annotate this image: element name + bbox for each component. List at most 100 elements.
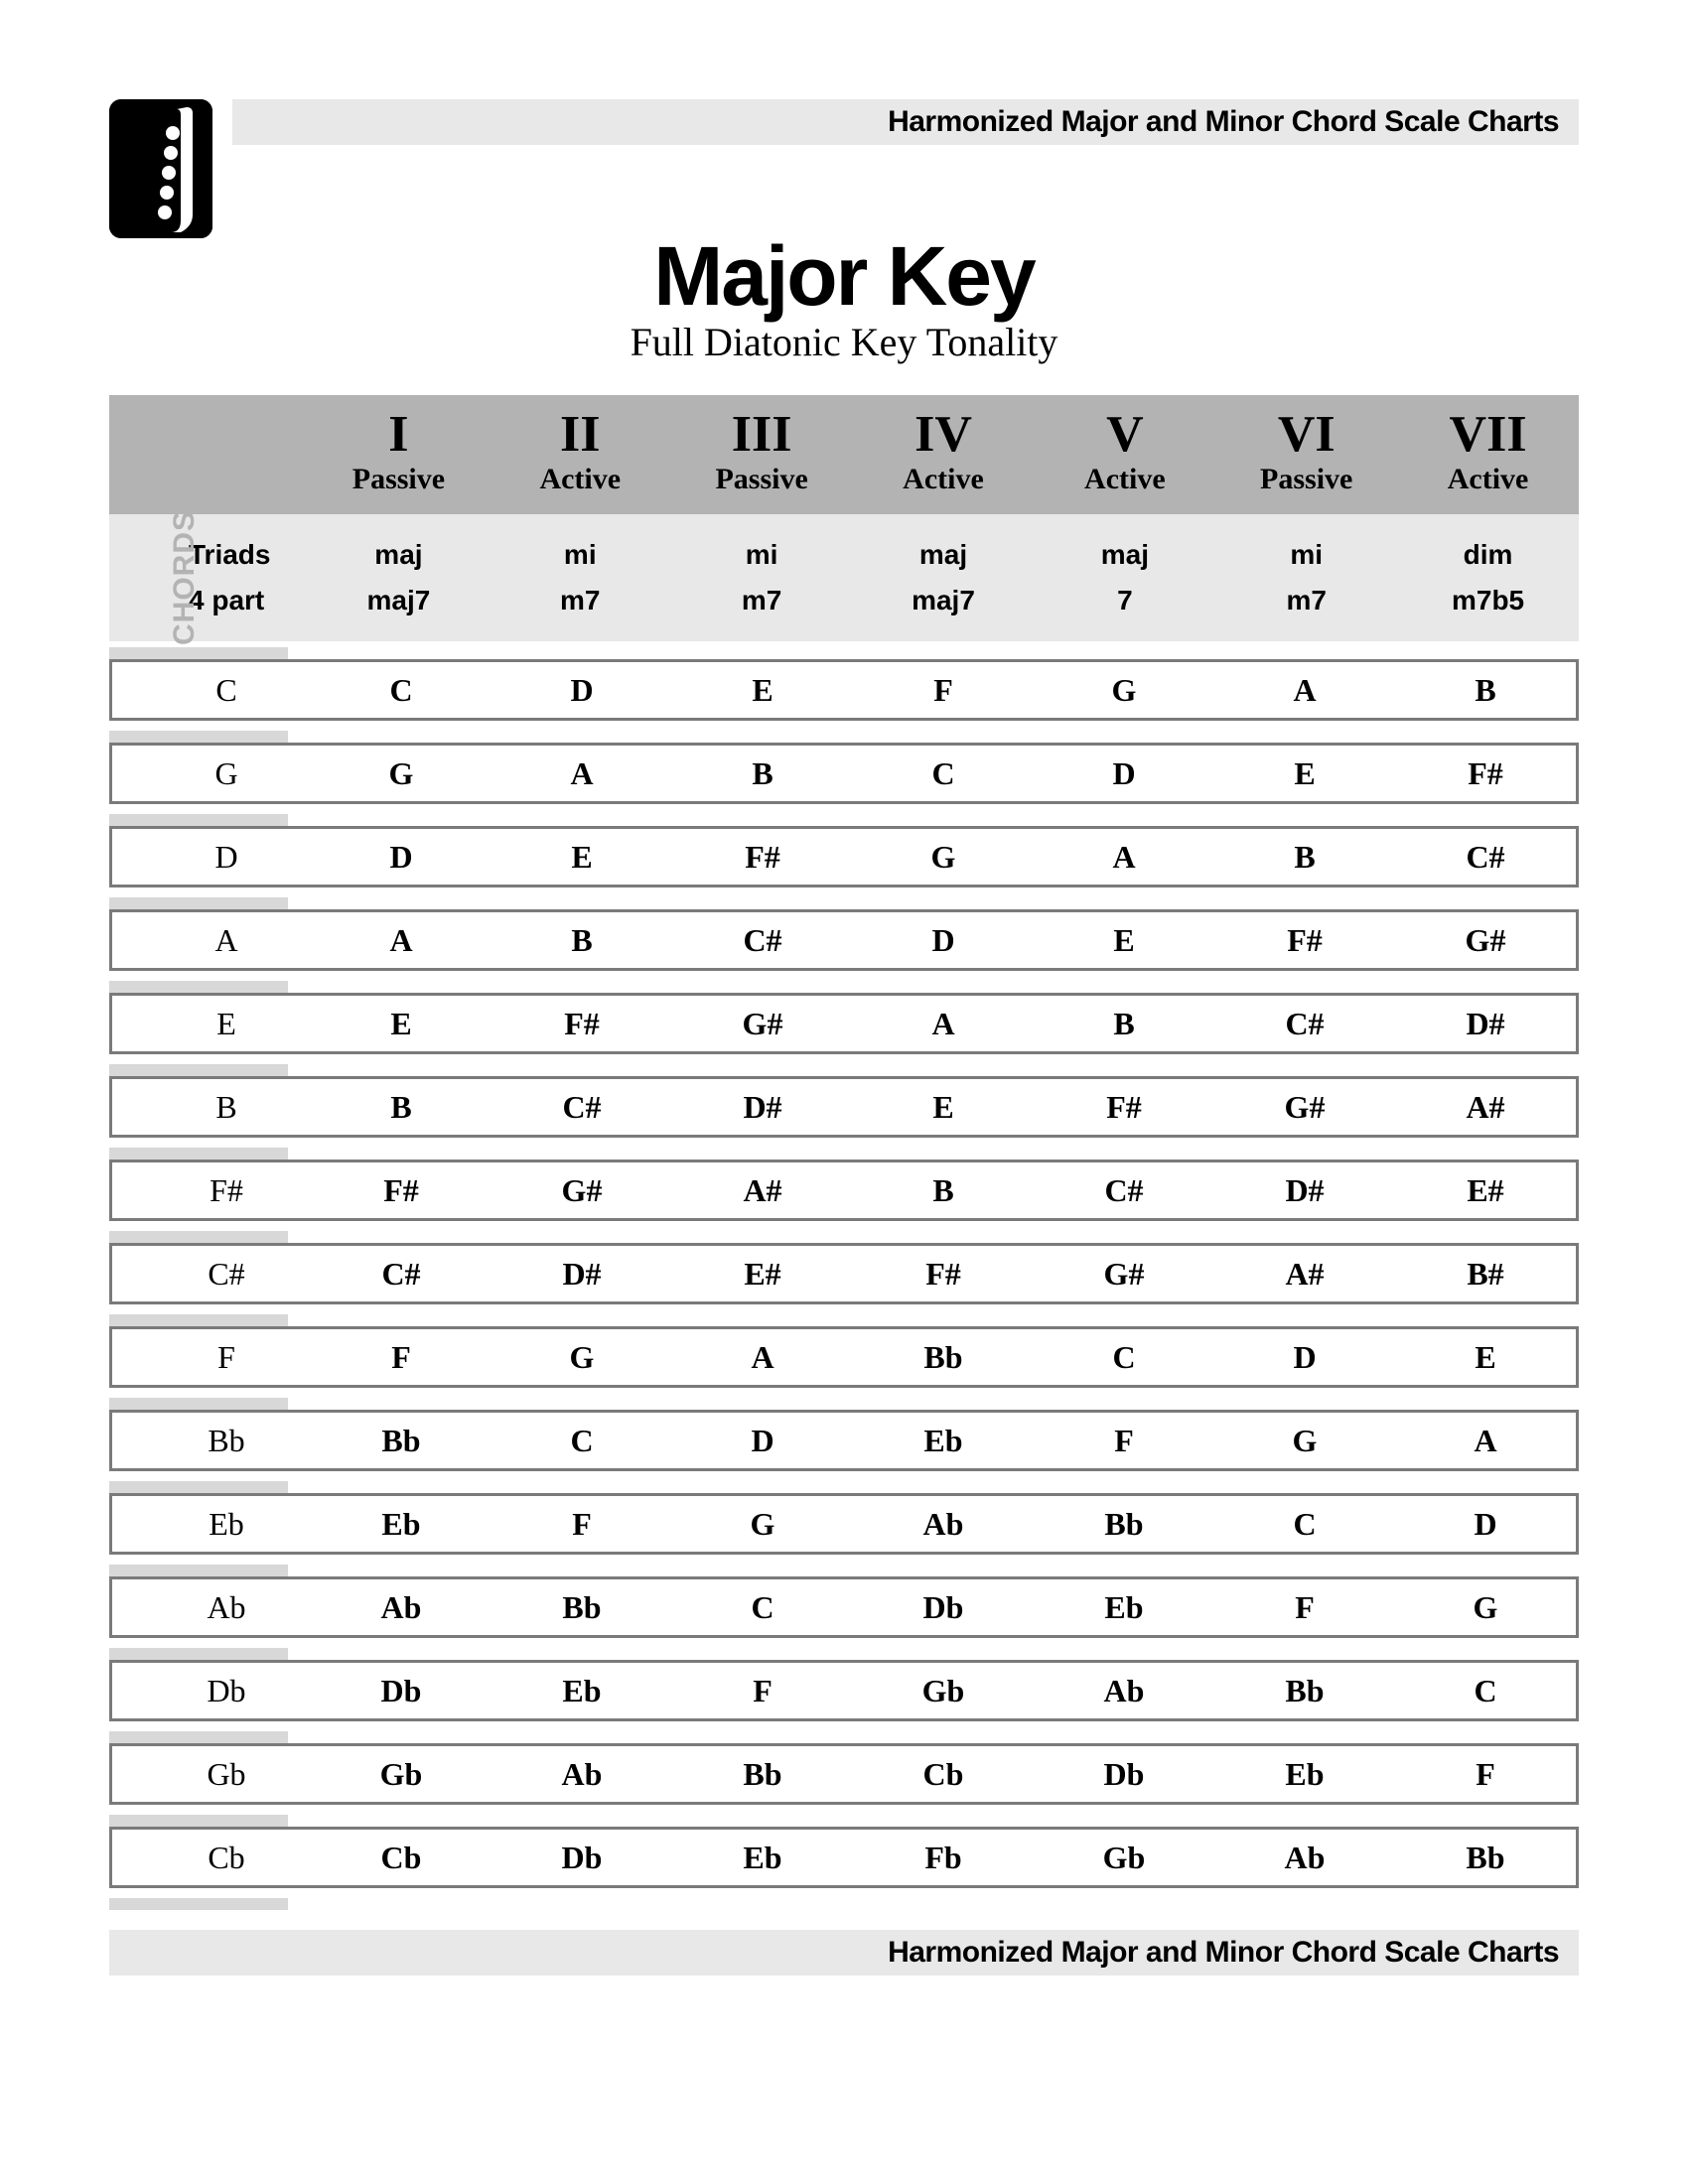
key-cell: G# (1395, 922, 1576, 959)
logo-icon (109, 99, 212, 238)
degree-col-3: III Passive (671, 409, 853, 496)
key-cell: D# (492, 1256, 672, 1293)
key-cell: G# (1214, 1089, 1395, 1126)
key-row: FFGABbCDE (109, 1326, 1579, 1388)
key-cell: Bb (1034, 1506, 1214, 1543)
key-row: AABC#DEF#G# (109, 909, 1579, 971)
keys-table: CCDEFGABGGABCDEF#DDEF#GABC#AABC#DEF#G#EE… (109, 647, 1579, 1888)
key-cell: Fb (853, 1840, 1034, 1876)
key-tab (109, 1148, 288, 1160)
key-name: B (112, 1089, 311, 1126)
key-cell: F# (1034, 1089, 1214, 1126)
key-row-wrap: EEF#G#ABC#D# (109, 981, 1579, 1054)
fourpart-cell: m7 (1215, 578, 1397, 623)
key-row: DDEF#GABC# (109, 826, 1579, 887)
key-row: BbBbCDEbFGA (109, 1410, 1579, 1471)
key-row: C#C#D#E#F#G#A#B# (109, 1243, 1579, 1304)
chords-block: CHORDS Triads 4 part maj maj7 mi m7 mi m… (109, 514, 1579, 641)
key-row-wrap: C#C#D#E#F#G#A#B# (109, 1231, 1579, 1304)
key-cell: A# (1395, 1089, 1576, 1126)
key-row-wrap: EbEbFGAbBbCD (109, 1481, 1579, 1555)
key-tab (109, 981, 288, 993)
key-cell: G# (672, 1006, 853, 1042)
key-cell: Eb (853, 1423, 1034, 1459)
key-cell: Bb (672, 1756, 853, 1793)
key-name: Gb (112, 1756, 311, 1793)
key-tab (109, 1481, 288, 1493)
key-cell: C (853, 755, 1034, 792)
footer-strip: Harmonized Major and Minor Chord Scale C… (109, 1930, 1579, 1976)
chord-col: mi m7 (671, 532, 853, 623)
key-row: GbGbAbBbCbDbEbF (109, 1743, 1579, 1805)
footer-text: Harmonized Major and Minor Chord Scale C… (888, 1936, 1559, 1970)
chord-col: mi m7 (490, 532, 671, 623)
key-cell: G# (492, 1172, 672, 1209)
key-cell: Bb (492, 1589, 672, 1626)
key-cell: C (1395, 1673, 1576, 1709)
key-row: BBC#D#EF#G#A# (109, 1076, 1579, 1138)
key-cell: A (853, 1006, 1034, 1042)
key-row: EbEbFGAbBbCD (109, 1493, 1579, 1555)
key-tab (109, 731, 288, 743)
key-row-wrap: F#F#G#A#BC#D#E# (109, 1148, 1579, 1221)
triad-cell: mi (1215, 532, 1397, 578)
degree-state: Active (1034, 463, 1215, 496)
key-cell: D# (1214, 1172, 1395, 1209)
key-cell: Gb (1034, 1840, 1214, 1876)
degree-state: Passive (671, 463, 853, 496)
title-block: Major Key Full Diatonic Key Tonality (109, 228, 1579, 365)
bottom-tab (109, 1898, 288, 1910)
key-cell: Ab (1034, 1673, 1214, 1709)
key-cell: C (672, 1589, 853, 1626)
key-cell: G (672, 1506, 853, 1543)
key-cell: D (1214, 1339, 1395, 1376)
key-cell: Ab (853, 1506, 1034, 1543)
key-cell: C# (1395, 839, 1576, 876)
triad-cell: maj (853, 532, 1035, 578)
header-strip-text: Harmonized Major and Minor Chord Scale C… (888, 105, 1559, 139)
key-tab (109, 1314, 288, 1326)
key-row: CCDEFGAB (109, 659, 1579, 721)
key-cell: E# (672, 1256, 853, 1293)
key-cell: E (1395, 1339, 1576, 1376)
chord-col: dim m7b5 (1397, 532, 1579, 623)
key-cell: Gb (853, 1673, 1034, 1709)
key-name: A (112, 922, 311, 959)
key-row-wrap: AbAbBbCDbEbFG (109, 1565, 1579, 1638)
key-cell: Eb (492, 1673, 672, 1709)
key-cell: G# (1034, 1256, 1214, 1293)
fourpart-cell: m7b5 (1397, 578, 1579, 623)
key-cell: Bb (853, 1339, 1034, 1376)
key-row-wrap: DbDbEbFGbAbBbC (109, 1648, 1579, 1721)
key-cell: A (1214, 672, 1395, 709)
sub-title: Full Diatonic Key Tonality (109, 319, 1579, 365)
key-cell: D# (672, 1089, 853, 1126)
key-cell: F# (853, 1256, 1034, 1293)
key-tab (109, 814, 288, 826)
key-cell: B (1034, 1006, 1214, 1042)
degree-col-4: IV Active (853, 409, 1035, 496)
chord-col: maj maj7 (853, 532, 1035, 623)
degree-col-5: V Active (1034, 409, 1215, 496)
key-tab (109, 1815, 288, 1827)
key-cell: F# (311, 1172, 492, 1209)
key-name: D (112, 839, 311, 876)
degree-roman: II (490, 409, 671, 461)
chords-side-label: CHORDS (168, 510, 202, 645)
key-cell: G (1034, 672, 1214, 709)
key-row: GGABCDEF# (109, 743, 1579, 804)
key-cell: B (853, 1172, 1034, 1209)
key-tab (109, 1064, 288, 1076)
fourpart-cell: maj7 (308, 578, 490, 623)
key-cell: A (1395, 1423, 1576, 1459)
key-cell: D# (1395, 1006, 1576, 1042)
key-row: AbAbBbCDbEbFG (109, 1576, 1579, 1638)
key-cell: C# (1214, 1006, 1395, 1042)
key-cell: D (1034, 755, 1214, 792)
key-tab (109, 647, 288, 659)
degree-roman: VI (1215, 409, 1397, 461)
key-tab (109, 1231, 288, 1243)
key-tab (109, 1648, 288, 1660)
key-cell: A (311, 922, 492, 959)
key-cell: F (1034, 1423, 1214, 1459)
